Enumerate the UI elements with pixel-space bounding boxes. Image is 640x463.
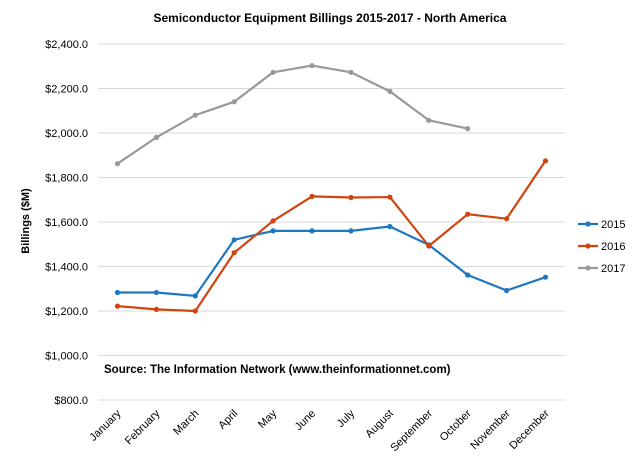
legend-item-2017: 2017 <box>578 263 625 275</box>
y-tick-label: $1,000.0 <box>45 351 88 363</box>
y-tick-label: $2,000.0 <box>45 128 88 140</box>
y-tick-label: $1,600.0 <box>45 217 88 229</box>
data-point <box>426 243 432 249</box>
legend-label: 2015 <box>601 219 625 231</box>
y-axis-ticks: $800.0 $1,000.0 $1,200.0 $1,400.0 $1,600.0 $1… <box>45 39 88 407</box>
legend-label: 2017 <box>601 263 625 275</box>
data-point <box>153 134 159 140</box>
data-point <box>348 228 354 234</box>
data-point <box>231 250 237 256</box>
y-tick-label: $1,400.0 <box>45 262 88 274</box>
y-tick-label: $2,200.0 <box>45 84 88 96</box>
legend-marker <box>585 265 591 271</box>
data-point <box>309 228 315 234</box>
data-point <box>270 228 276 234</box>
data-point <box>114 289 121 296</box>
data-point <box>387 223 393 230</box>
data-point <box>504 287 510 294</box>
data-point <box>231 237 237 243</box>
data-point <box>153 289 159 296</box>
y-tick-label: $1,800.0 <box>45 173 88 185</box>
data-point <box>542 158 549 164</box>
legend-item-2015: 2015 <box>578 219 625 231</box>
data-point <box>426 117 432 123</box>
data-point <box>270 218 276 224</box>
legend-item-2016: 2016 <box>578 241 625 253</box>
data-point <box>542 274 549 280</box>
y-tick-label: $2,400.0 <box>45 39 88 51</box>
series-2016 <box>114 158 549 314</box>
data-point <box>192 112 198 118</box>
data-point <box>465 272 471 278</box>
data-point <box>504 216 510 222</box>
series-lines <box>114 63 549 314</box>
y-axis-label: Billings ($M) <box>20 188 32 254</box>
series-2017 <box>114 63 471 167</box>
data-point <box>465 211 471 217</box>
data-point <box>465 126 471 132</box>
data-point <box>309 63 315 69</box>
series-line <box>117 225 546 297</box>
chart-title: Semiconductor Equipment Billings 2015-20… <box>154 11 507 25</box>
legend-marker <box>585 243 591 249</box>
data-point <box>348 69 354 75</box>
data-point <box>192 308 198 314</box>
series-line <box>116 64 468 165</box>
data-point <box>231 99 237 105</box>
legend-marker <box>585 221 591 227</box>
data-point <box>192 293 198 299</box>
data-point <box>270 69 276 75</box>
data-point <box>114 303 121 309</box>
data-point <box>309 193 315 199</box>
series-line <box>117 160 547 313</box>
data-point <box>114 161 121 167</box>
legend-label: 2016 <box>601 241 625 253</box>
source-annotation: Source: The Information Network (www.the… <box>104 364 451 376</box>
y-tick-label: $1,200.0 <box>45 306 88 318</box>
data-point <box>153 306 159 312</box>
data-point <box>348 194 354 201</box>
data-point <box>387 88 393 94</box>
legend: 2015 2016 2017 <box>578 219 625 275</box>
y-tick-label: $800.0 <box>54 395 88 407</box>
data-point <box>387 194 393 200</box>
